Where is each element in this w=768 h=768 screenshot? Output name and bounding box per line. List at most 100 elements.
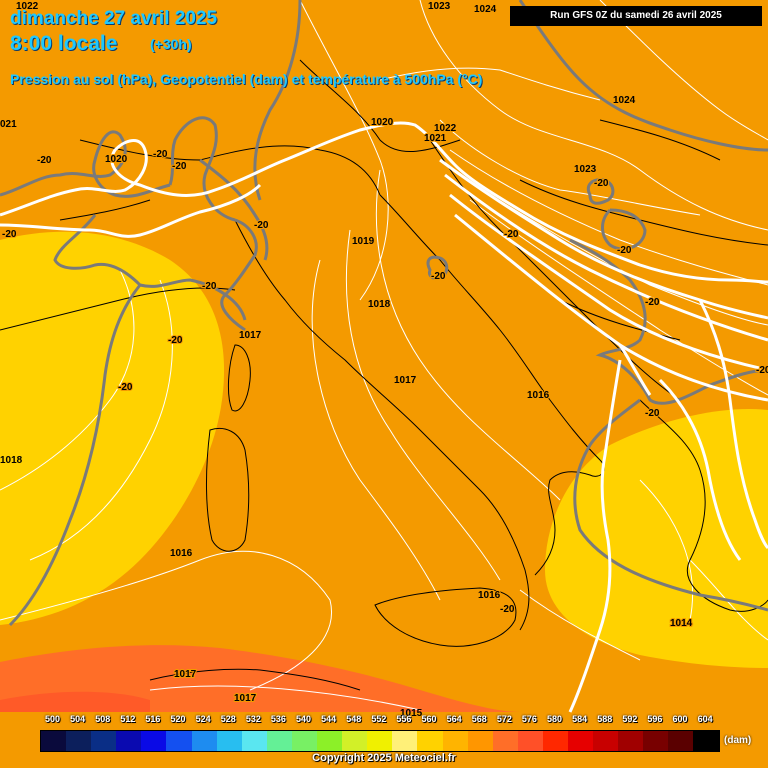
- pressure-label: 1018: [0, 455, 23, 466]
- pressure-label: 1014: [670, 618, 693, 629]
- legend-tick: 552: [371, 714, 387, 724]
- pressure-label: 1018: [368, 299, 391, 310]
- legend-swatch: [567, 731, 594, 751]
- legend-swatch: [141, 731, 167, 751]
- pressure-label: 1016: [170, 548, 193, 559]
- legend-tick: 568: [471, 714, 487, 724]
- legend-tick: 600: [672, 714, 688, 724]
- pressure-label: 1017: [174, 669, 197, 680]
- legend-swatch: [517, 731, 543, 751]
- temperature-label: -20: [118, 382, 133, 393]
- legend-tick: 560: [421, 714, 437, 724]
- temperature-isotherms: [0, 0, 768, 627]
- temperature-label: -20: [500, 604, 515, 615]
- pressure-label: 1020: [371, 117, 394, 128]
- geopotential-lines: [0, 121, 768, 713]
- legend-swatch: [342, 731, 368, 751]
- legend-swatch: [166, 731, 192, 751]
- legend-tick: 576: [521, 714, 537, 724]
- legend-swatch: [41, 731, 67, 751]
- temperature-label: -20: [756, 365, 768, 376]
- legend-swatch: [542, 731, 568, 751]
- pressure-label: 1023: [574, 164, 597, 175]
- legend-tick: 596: [647, 714, 663, 724]
- legend-swatch: [618, 731, 644, 751]
- pressure-label: 1022: [434, 123, 457, 134]
- run-info-box: Run GFS 0Z du samedi 26 avril 2025: [510, 6, 762, 26]
- legend-swatch: [668, 731, 694, 751]
- pressure-label: 1021: [424, 133, 447, 144]
- pressure-label: 021: [0, 119, 17, 130]
- legend-colorbar: [40, 730, 720, 752]
- temperature-label: -20: [2, 229, 17, 240]
- temperature-label: -20: [172, 161, 187, 172]
- copyright: Copyright 2025 Meteociel.fr: [312, 752, 456, 764]
- temperature-label: -20: [254, 220, 269, 231]
- temperature-label: -20: [202, 281, 217, 292]
- legend-tick: 516: [145, 714, 161, 724]
- legend-swatch: [91, 731, 117, 751]
- temperature-label: -20: [431, 271, 446, 282]
- temperature-label: -20: [645, 297, 660, 308]
- legend-swatch: [191, 731, 217, 751]
- legend-swatch: [467, 731, 493, 751]
- pressure-labels: 1023 1024 1024 1022 1020 1020 1022 1021 …: [0, 0, 694, 719]
- pressure-label: 1017: [239, 330, 262, 341]
- temperature-label: -20: [594, 178, 609, 189]
- temperature-label: -20: [37, 155, 52, 166]
- legend-swatch: [442, 731, 468, 751]
- map-subtitle: Pression au sol (hPa), Geopotentiel (dam…: [10, 71, 483, 87]
- forecast-time: 8:00 locale: [10, 32, 118, 55]
- legend-swatch: [593, 731, 619, 751]
- temperature-label: -20: [153, 149, 168, 160]
- pressure-label: 1016: [478, 590, 501, 601]
- temperature-label: -20: [504, 229, 519, 240]
- legend-swatch: [367, 731, 393, 751]
- legend-ticks: 500 504 508 512 516 520 524 528 532 536 540 544 548 5…: [40, 714, 718, 728]
- legend-tick: 548: [346, 714, 362, 724]
- legend-tick: 564: [446, 714, 462, 724]
- legend-tick: 528: [220, 714, 236, 724]
- legend-tick: 508: [95, 714, 111, 724]
- temperature-label: -20: [645, 408, 660, 419]
- field-560-right: [545, 409, 768, 668]
- pressure-label: 1022: [16, 1, 39, 12]
- pressure-label: 1017: [394, 375, 417, 386]
- pressure-label: 1020: [105, 154, 128, 165]
- legend-tick: 580: [547, 714, 563, 724]
- legend-swatch: [291, 731, 318, 751]
- pressure-label: 1019: [352, 236, 375, 247]
- legend-tick: 584: [572, 714, 588, 724]
- legend-swatch: [392, 731, 418, 751]
- legend-tick: 500: [45, 714, 61, 724]
- legend-tick: 592: [622, 714, 638, 724]
- pressure-label: 1016: [527, 390, 550, 401]
- legend-tick: 512: [120, 714, 136, 724]
- legend-swatch: [417, 731, 443, 751]
- pressure-label: 1023: [428, 1, 451, 12]
- coastlines: [0, 59, 768, 691]
- legend-tick: 544: [321, 714, 337, 724]
- legend-swatch: [241, 731, 267, 751]
- legend-swatch: [266, 731, 292, 751]
- legend-swatch: [116, 731, 142, 751]
- legend-swatch: [216, 731, 242, 751]
- legend-tick: 520: [170, 714, 186, 724]
- legend-tick: 572: [496, 714, 512, 724]
- legend-swatch: [492, 731, 518, 751]
- legend-swatch: [66, 731, 92, 751]
- pressure-label: 1024: [474, 4, 497, 15]
- pressure-label: 1024: [613, 95, 636, 106]
- legend-tick: 588: [597, 714, 613, 724]
- legend-unit: (dam): [724, 735, 752, 746]
- pressure-label: 1017: [234, 693, 257, 704]
- legend-swatch: [693, 731, 719, 751]
- legend-tick: 504: [70, 714, 86, 724]
- legend-tick: 604: [697, 714, 713, 724]
- field-560-left: [0, 231, 225, 625]
- legend-tick: 536: [270, 714, 286, 724]
- legend-swatch: [317, 731, 343, 751]
- temperature-labels: -20 -20 -20 -20 -20 -20 -20 -20 -20 -20 …: [1, 148, 768, 616]
- lead-time: (+30h): [150, 36, 192, 52]
